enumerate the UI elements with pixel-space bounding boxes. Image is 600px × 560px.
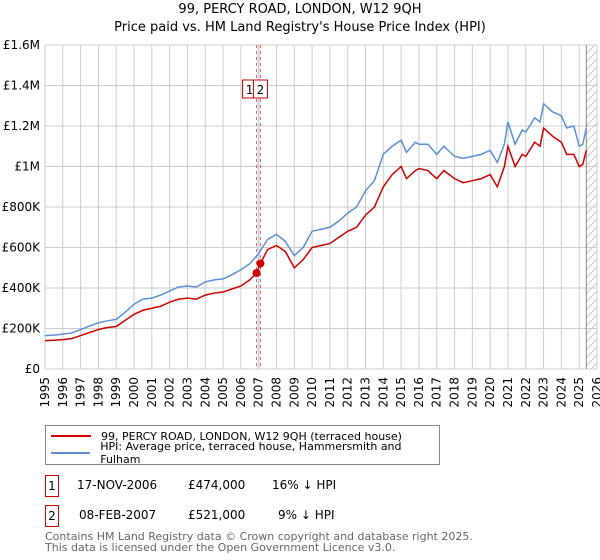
- x-tick-label: 2004: [198, 377, 212, 408]
- series-line: [44, 126, 588, 342]
- chart-subtitle: Price paid vs. HM Land Registry's House …: [114, 20, 486, 35]
- x-tick-label: 2017: [430, 377, 444, 408]
- chart-title: 99, PERCY ROAD, LONDON, W12 9QH: [178, 2, 422, 17]
- x-tick-label: 2021: [501, 377, 515, 408]
- x-tick-label: 2018: [448, 377, 462, 408]
- transaction-price: £521,000: [188, 508, 246, 522]
- x-tick-label: 2011: [323, 377, 337, 408]
- sale-label: 2: [257, 83, 265, 97]
- x-tick-label: 2002: [163, 377, 177, 408]
- x-tick-label: 1998: [91, 377, 105, 408]
- x-tick-label: 2007: [252, 377, 266, 408]
- x-tick-label: 2001: [145, 377, 159, 408]
- x-tick-label: 2014: [376, 377, 390, 408]
- footer: Contains HM Land Registry data © Crown c…: [45, 531, 473, 553]
- x-tick-label: 2020: [483, 377, 497, 408]
- x-tick-label: 2009: [287, 377, 301, 408]
- transaction-date: 08-FEB-2007: [79, 508, 157, 522]
- x-tick-label: 2000: [127, 377, 141, 408]
- x-tick-label: 1995: [38, 377, 52, 408]
- x-tick-label: 2019: [465, 377, 479, 408]
- x-tick-label: 2023: [537, 377, 551, 408]
- legend-item-hpi: HPI: Average price, terraced house, Hamm…: [51, 440, 439, 466]
- transaction-badge: 1: [45, 475, 59, 497]
- x-tick-label: 2005: [216, 377, 230, 408]
- y-tick-label: £1.2M: [3, 119, 40, 133]
- sale-point: [256, 259, 265, 268]
- footer-copyright: Contains HM Land Registry data © Crown c…: [45, 530, 473, 543]
- x-tick-label: 2010: [305, 377, 319, 408]
- y-tick-label: £1M: [14, 160, 40, 174]
- price-chart: £0 £200K £400K £600K £800K £1M £1.2M £1.4M £1.6M…: [2, 38, 600, 408]
- x-tick-label: 2015: [394, 377, 408, 408]
- y-tick-label: £1.4M: [3, 79, 40, 93]
- legend-swatch-red: [51, 435, 91, 437]
- sale-label: 1: [246, 83, 254, 97]
- transaction-hpi: 16% ↓ HPI: [272, 478, 337, 492]
- x-tick-label: 2013: [359, 377, 373, 408]
- y-tick-label: £400K: [2, 281, 42, 295]
- sale-point: [252, 269, 261, 278]
- x-tick-label: 2012: [341, 377, 355, 408]
- legend-swatch-blue: [51, 452, 91, 454]
- transaction-hpi: 9% ↓ HPI: [278, 508, 335, 522]
- legend-item-property: 99, PERCY ROAD, LONDON, W12 9QH (terrace…: [51, 428, 402, 444]
- x-tick-label: 2026: [590, 377, 600, 408]
- y-tick-label: £200K: [2, 322, 42, 336]
- x-tick-label: 2024: [554, 377, 568, 408]
- x-tick-label: 2016: [412, 377, 426, 408]
- x-tick-label: 2025: [572, 377, 586, 408]
- x-tick-label: 2006: [234, 377, 248, 408]
- footer-licence: This data is licensed under the Open Gov…: [45, 541, 396, 554]
- legend-label: HPI: Average price, terraced house, Hamm…: [100, 440, 402, 466]
- transaction-badge: 2: [45, 505, 59, 527]
- legend-label: 99, PERCY ROAD, LONDON, W12 9QH (terrace…: [101, 429, 402, 443]
- transaction-date: 17-NOV-2006: [77, 478, 158, 492]
- y-tick-label: £1.6M: [3, 38, 40, 52]
- x-tick-label: 2003: [180, 377, 194, 408]
- transaction-price: £474,000: [188, 478, 246, 492]
- series-line: [44, 102, 588, 337]
- legend: 99, PERCY ROAD, LONDON, W12 9QH (terrace…: [45, 425, 440, 466]
- y-tick-label: £600K: [2, 241, 42, 255]
- x-tick-label: 2022: [519, 377, 533, 408]
- y-tick-label: £800K: [2, 200, 42, 214]
- x-tick-label: 1996: [56, 377, 70, 408]
- y-tick-label: £0: [25, 362, 40, 376]
- x-tick-label: 1997: [74, 377, 88, 408]
- x-tick-label: 1999: [109, 377, 123, 408]
- sale-label-box: [252, 79, 268, 99]
- x-tick-label: 2008: [269, 377, 283, 408]
